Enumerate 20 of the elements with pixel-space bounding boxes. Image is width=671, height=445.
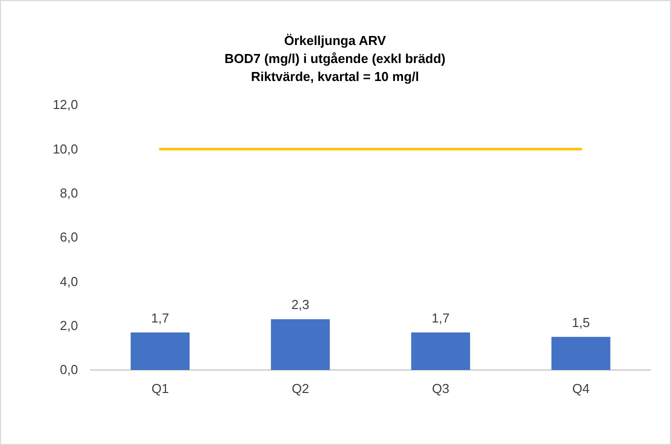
data-label: 1,7 <box>432 310 450 326</box>
y-tick-label: 8,0 <box>60 185 78 200</box>
y-tick-label: 12,0 <box>52 97 78 112</box>
y-tick-label: 4,0 <box>60 274 78 289</box>
x-tick-label: Q3 <box>432 381 450 396</box>
data-label: 1,5 <box>572 314 590 330</box>
y-tick-label: 6,0 <box>60 230 78 245</box>
data-label: 1,7 <box>151 310 170 326</box>
bar <box>551 336 610 370</box>
bar <box>270 319 330 370</box>
x-tick-label: Q4 <box>572 381 590 396</box>
x-tick-label: Q1 <box>151 381 169 396</box>
data-label: 2,3 <box>291 297 310 312</box>
x-tick-label: Q2 <box>292 381 310 396</box>
chart-title: Örkelljunga ARV BOD7 (mg/l) i utgående (exkl brädd) Riktvärde, kvartal = 10 mg/l <box>224 33 446 84</box>
bar <box>411 332 470 370</box>
y-tick-label: 0,0 <box>60 362 78 378</box>
bar <box>130 332 190 370</box>
y-tick-label: 10,0 <box>52 141 78 156</box>
y-tick-label: 2,0 <box>60 318 78 333</box>
